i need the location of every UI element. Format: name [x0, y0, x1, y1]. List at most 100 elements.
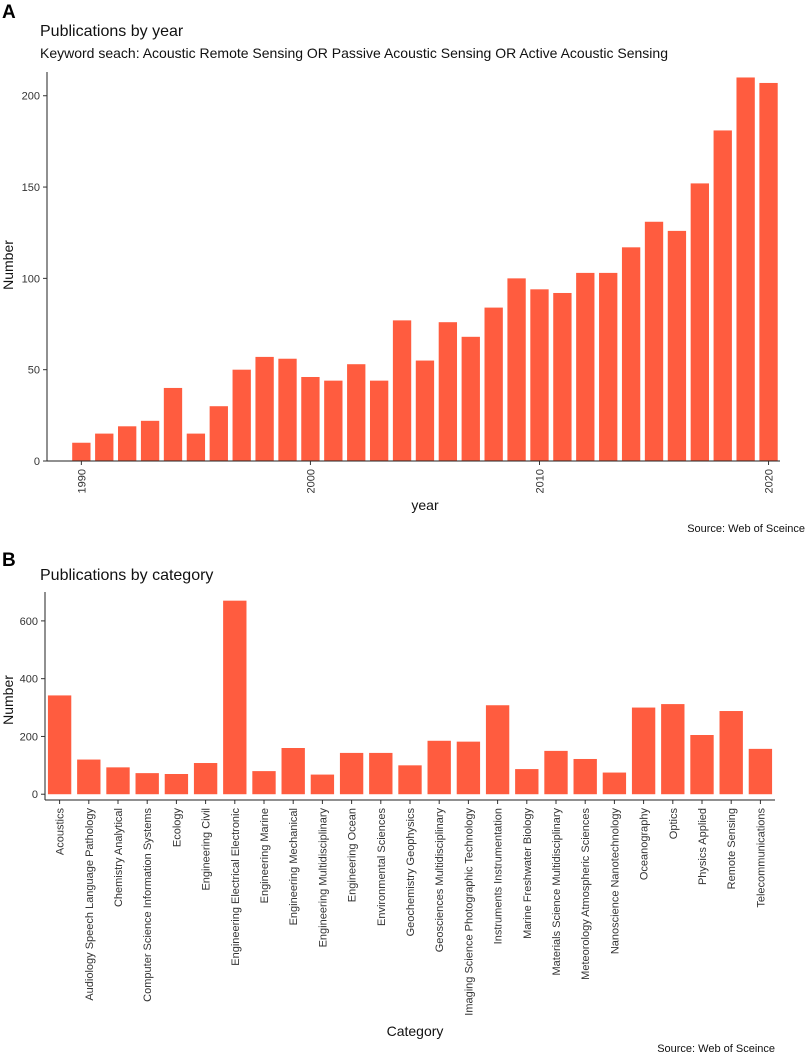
chart-a-x-axis-title: year	[411, 497, 439, 513]
chart-b-x-tick-label: Optics	[668, 808, 680, 840]
chart-b-x-tick-label: Materials Science Multidisciplinary	[551, 808, 563, 976]
chart-b-y-tick-label: 0	[32, 789, 38, 801]
chart-a-x-tick-label: 2000	[305, 469, 317, 493]
bar-category	[193, 763, 218, 795]
chart-b-x-tick-label: Physics Applied	[697, 808, 709, 885]
chart-a-y-tick-label: 200	[22, 91, 40, 103]
bar-category	[281, 748, 305, 795]
bar-category	[573, 758, 597, 795]
bar-year-2015	[644, 221, 664, 461]
panel-a-letter: A	[2, 2, 16, 23]
bar-year-2004	[392, 320, 412, 461]
chart-b-plot: Acoustics Audiology Speech Language Patho…	[20, 592, 775, 1016]
chart-b-x-tick-label: Ecology	[171, 808, 183, 848]
panel-b-letter: B	[2, 550, 16, 571]
chart-b-x-tick-label: Engineering Electrical Electronic	[230, 808, 242, 966]
chart-b-y-axis-title: Number	[0, 675, 16, 725]
chart-a-y-tick-label: 50	[28, 365, 40, 377]
chart-b-x-tick-label: Imaging Science Photographic Technology	[463, 808, 475, 1016]
chart-b-x-tick-label: Nanoscience Nanotechnology	[609, 808, 621, 955]
bar-category	[485, 705, 510, 795]
bar-category	[427, 740, 451, 795]
bar-year-1997	[232, 369, 251, 461]
bar-year-2009	[507, 278, 526, 461]
chart-b-x-tick-label: Engineering Mechanical	[288, 808, 300, 925]
chart-a-y-axis-title: Number	[0, 240, 16, 290]
chart-b-y-tick-label: 200	[20, 731, 38, 743]
chart-a-y-tick-label: 150	[22, 182, 40, 194]
bar-year-1991	[95, 433, 114, 461]
bar-year-1992	[118, 426, 137, 461]
bar-category	[602, 772, 627, 795]
chart-a-plot: 0 50 100 150 200 1990 2000 2010 2020	[22, 72, 780, 493]
chart-b-x-tick-label: Oceanography	[639, 808, 651, 881]
bar-year-2000	[301, 376, 320, 461]
chart-b-x-tick-label: Computer Science Information Systems	[142, 808, 154, 1002]
bar-year-2010	[530, 289, 549, 461]
chart-a-x-tick-label: 2020	[764, 469, 776, 493]
chart-b-caption: Source: Web of Sceince	[657, 1043, 775, 1055]
chart-a-y-tick-label: 0	[34, 456, 40, 468]
bar-category	[544, 750, 568, 795]
bar-year-2014	[621, 247, 641, 461]
bar-year-2016	[667, 230, 687, 461]
chart-b-x-tick-label: Engineering Ocean	[347, 808, 359, 902]
bar-category	[719, 711, 743, 795]
bar-year-2017	[690, 183, 709, 462]
chart-b-x-tick-label: Engineering Marine	[259, 808, 271, 903]
bar-year-1996	[209, 406, 228, 461]
chart-b-y-tick-label: 600	[20, 616, 38, 628]
bar-year-2005	[415, 360, 435, 461]
chart-b-x-tick-label: Telecommunications	[755, 808, 767, 908]
bar-year-1995	[186, 433, 206, 461]
chart-b-x-tick-label: Acoustics	[55, 808, 67, 856]
bar-year-1994	[163, 387, 183, 461]
bar-category	[77, 759, 101, 795]
bar-year-1998	[255, 356, 274, 461]
chart-b-x-tick-label: Remote Sensing	[726, 808, 738, 889]
bar-year-2019	[736, 77, 755, 461]
bar-category	[106, 767, 130, 795]
chart-a-x-tick-label: 2010	[534, 469, 546, 493]
bar-category	[252, 771, 276, 795]
chart-b-x-tick-label: Engineering Multidisciplinary	[317, 808, 329, 948]
chart-b-x-tick-label: Environmental Sciences	[376, 808, 388, 927]
bar-category	[631, 707, 656, 795]
bar-category	[223, 600, 247, 795]
bar-category	[164, 774, 189, 795]
chart-a-title: Publications by year	[40, 23, 184, 40]
chart-b-x-tick-label: Geosciences Multidisciplinary	[434, 808, 446, 953]
bar-category	[748, 748, 773, 795]
bar-category	[369, 752, 393, 795]
bar-year-1993	[140, 420, 160, 461]
chart-a-subtitle: Keyword seach: Acoustic Remote Sensing O…	[40, 45, 668, 61]
chart-b-x-tick-label: Instruments Instrumentation	[493, 808, 505, 944]
bar-category	[135, 773, 159, 795]
bar-year-2001	[324, 380, 343, 461]
chart-a-caption: Source: Web of Sceince	[687, 523, 805, 535]
chart-b-x-axis-title: Category	[387, 1023, 444, 1039]
chart-b-x-tick-label: Engineering Civil	[201, 808, 213, 891]
chart-b-x-tick-label: Meteorology Atmospheric Sciences	[580, 808, 592, 980]
bar-category	[456, 741, 481, 795]
bar-category	[47, 695, 72, 795]
bar-year-2011	[553, 292, 572, 461]
bar-year-2002	[347, 364, 366, 461]
chart-b-title: Publications by category	[40, 567, 213, 584]
bar-category	[398, 765, 422, 795]
bar-year-2013	[599, 272, 618, 461]
bar-category	[661, 704, 685, 795]
bar-year-2012	[576, 272, 595, 461]
bar-category	[339, 752, 364, 795]
chart-b-x-tick-label: Audiology Speech Language Pathology	[84, 808, 96, 1001]
bar-year-1990	[72, 442, 91, 461]
bar-year-1999	[278, 358, 297, 461]
chart-b-x-tick-label: Chemistry Analytical	[113, 808, 125, 907]
bar-year-2008	[484, 307, 503, 461]
bar-year-2018	[713, 130, 732, 461]
chart-b-x-tick-label: Geochemistry Geophysics	[405, 808, 417, 937]
bar-year-2007	[461, 336, 480, 461]
bar-year-2006	[438, 322, 458, 461]
bar-year-2003	[369, 380, 389, 461]
